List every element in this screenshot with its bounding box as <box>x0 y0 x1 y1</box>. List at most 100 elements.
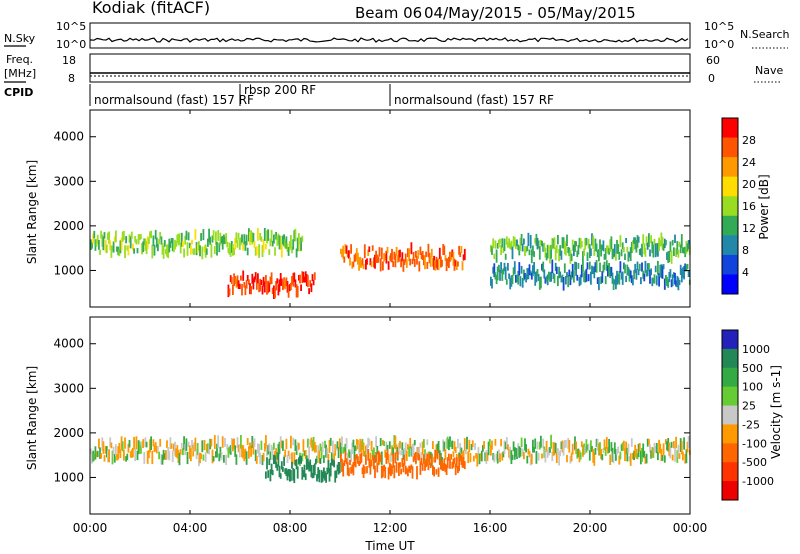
echo-cell <box>658 439 660 453</box>
echo-cell <box>508 238 510 248</box>
noise-right-label: N.Search <box>740 28 790 41</box>
echo-cell <box>194 229 197 240</box>
echo-cell <box>249 283 251 295</box>
echo-cell <box>178 233 181 245</box>
echo-cell <box>268 443 271 452</box>
echo-cell <box>116 454 118 461</box>
colorbar-swatch <box>722 196 738 217</box>
echo-cell <box>150 230 152 239</box>
echo-cell <box>535 271 538 283</box>
echo-cell <box>670 279 673 288</box>
echo-cell <box>357 439 359 450</box>
echo-cell <box>267 470 270 478</box>
echo-cell <box>324 471 326 481</box>
echo-cell <box>257 273 259 284</box>
echo-cell <box>549 272 551 282</box>
echo-cell <box>557 234 559 245</box>
echo-cell <box>444 255 447 261</box>
echo-cell <box>445 465 448 475</box>
echo-cell <box>294 279 297 288</box>
echo-cell <box>659 240 662 247</box>
echo-cell <box>149 231 151 238</box>
echo-cell <box>567 274 570 288</box>
echo-cell <box>419 442 422 448</box>
echo-cell <box>230 438 233 452</box>
echo-cell <box>227 284 230 298</box>
echo-cell <box>232 439 234 452</box>
echo-cell <box>202 454 205 461</box>
echo-cell <box>196 244 199 253</box>
echo-cell <box>555 452 558 463</box>
echo-cell <box>630 438 633 447</box>
echo-cell <box>390 452 392 463</box>
echo-cell <box>96 450 99 458</box>
echo-cell <box>666 252 668 261</box>
echo-cell <box>130 231 133 239</box>
echo-cell <box>277 284 280 296</box>
echo-cell <box>296 285 299 298</box>
echo-cell <box>237 232 240 240</box>
echo-cell <box>246 275 249 281</box>
echo-cell <box>401 442 404 450</box>
echo-cell <box>523 238 525 245</box>
echo-cell <box>513 447 516 460</box>
echo-cell <box>103 455 106 462</box>
echo-cell <box>561 237 564 249</box>
echo-cell <box>442 463 445 471</box>
echo-cell <box>569 455 572 464</box>
echo-cell <box>275 461 277 468</box>
echo-cell <box>318 450 321 464</box>
echo-cell <box>392 454 395 468</box>
x-axis-title: Time UT <box>364 539 415 553</box>
echo-cell <box>421 463 424 471</box>
echo-cell <box>382 440 384 446</box>
echo-cell <box>592 267 595 274</box>
echo-cell <box>418 454 421 461</box>
echo-cell <box>588 261 591 270</box>
echo-cell <box>93 453 96 461</box>
echo-cell <box>549 250 551 264</box>
echo-cell <box>637 236 640 243</box>
echo-cell <box>452 451 455 458</box>
echo-cell <box>320 470 323 483</box>
echo-cell <box>218 453 221 462</box>
echo-cell <box>494 240 497 249</box>
echo-cell <box>240 237 242 246</box>
echo-cell <box>374 465 376 479</box>
echo-cell <box>391 248 393 263</box>
echo-cell <box>424 255 426 270</box>
echo-cell <box>358 257 360 271</box>
echo-cell <box>527 448 530 455</box>
echo-cell <box>399 462 401 468</box>
colorbar-tick-label: 8 <box>742 244 749 257</box>
echo-cell <box>585 237 588 246</box>
echo-cell <box>557 275 559 287</box>
echo-cell <box>137 234 140 245</box>
echo-cell <box>511 275 514 285</box>
colorbar-tick-label: -100 <box>742 437 767 450</box>
echo-cell <box>619 261 622 273</box>
echo-cell <box>499 238 501 244</box>
echo-cell <box>119 449 122 458</box>
echo-cell <box>575 441 577 455</box>
echo-cell <box>278 465 281 478</box>
echo-cell <box>190 245 192 255</box>
echo-cell <box>534 272 537 286</box>
echo-cell <box>258 443 260 458</box>
echo-cell <box>626 246 629 252</box>
echo-cell <box>128 440 131 448</box>
echo-cell <box>677 444 680 458</box>
echo-cell <box>545 253 548 261</box>
echo-cell <box>198 241 200 251</box>
echo-cell <box>198 452 200 467</box>
echo-cell <box>335 470 338 479</box>
echo-cell <box>346 250 349 258</box>
echo-cell <box>502 268 505 275</box>
colorbar-tick-label: 100 <box>742 381 763 394</box>
echo-cell <box>361 467 364 475</box>
echo-cell <box>398 442 400 455</box>
echo-cell <box>250 286 252 295</box>
echo-cell <box>296 237 299 252</box>
echo-cell <box>578 237 581 248</box>
echo-cell <box>273 442 275 450</box>
